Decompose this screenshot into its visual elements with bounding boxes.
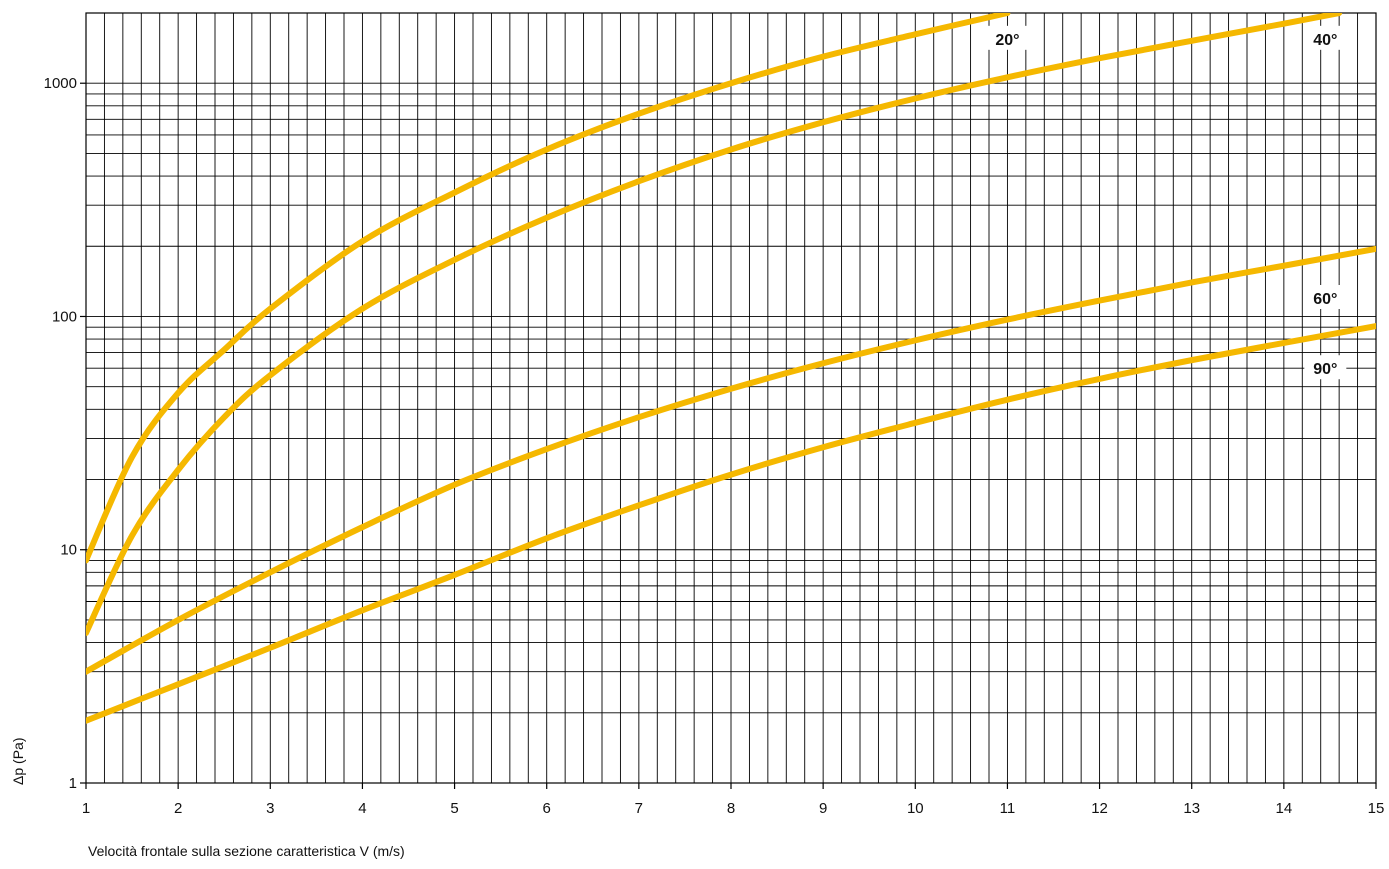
- x-tick-label: 3: [266, 800, 274, 817]
- x-tick-label: 11: [1000, 800, 1016, 817]
- y-tick-label: 1000: [44, 75, 77, 92]
- plot-frame: [80, 12, 1377, 789]
- series-line-4: [86, 323, 1376, 724]
- curve-label-background: [1304, 355, 1347, 380]
- y-tick-label: 1: [69, 775, 77, 792]
- curve-labels: 20° 40° 60° 90°: [986, 25, 1347, 380]
- curve-label-1: 20°: [995, 32, 1019, 49]
- x-tick-label: 2: [174, 800, 182, 817]
- x-axis-title: Velocità frontale sulla sezione caratter…: [88, 843, 405, 859]
- x-tick-label: 4: [358, 800, 366, 817]
- x-tick-label: 14: [1276, 800, 1293, 817]
- series-line-3: [86, 245, 1376, 675]
- x-tick-label: 13: [1183, 800, 1200, 817]
- x-tick-label: 8: [727, 800, 735, 817]
- curve-label-4: 90°: [1313, 361, 1337, 378]
- series-line-2: [86, 13, 1343, 636]
- x-tick-labels: 1 2 3 4 5 6 7 8 9 10 11 12 13 14 15: [82, 800, 1385, 817]
- series-line-1: [86, 13, 1011, 564]
- curve-label-2: 40°: [1313, 32, 1337, 49]
- y-tick-labels: 1 10 100 1000: [44, 75, 77, 792]
- curve-label-3: 60°: [1313, 291, 1337, 308]
- curve-label-background: [986, 25, 1029, 50]
- x-tick-label: 10: [907, 800, 924, 817]
- x-tick-label: 1: [82, 800, 90, 817]
- x-tick-label: 5: [450, 800, 458, 817]
- curve-label-background: [1304, 25, 1347, 50]
- series-layer: [86, 13, 1376, 724]
- x-tick-label: 12: [1091, 800, 1108, 817]
- x-tick-label: 6: [543, 800, 551, 817]
- y-tick-label: 100: [52, 308, 77, 325]
- x-tick-label: 15: [1368, 800, 1385, 817]
- x-tick-label: 9: [819, 800, 827, 817]
- y-tick-label: 10: [60, 542, 77, 559]
- x-tick-label: 7: [635, 800, 643, 817]
- y-axis-title: Δp (Pa): [10, 738, 26, 785]
- curve-label-background: [1304, 285, 1347, 310]
